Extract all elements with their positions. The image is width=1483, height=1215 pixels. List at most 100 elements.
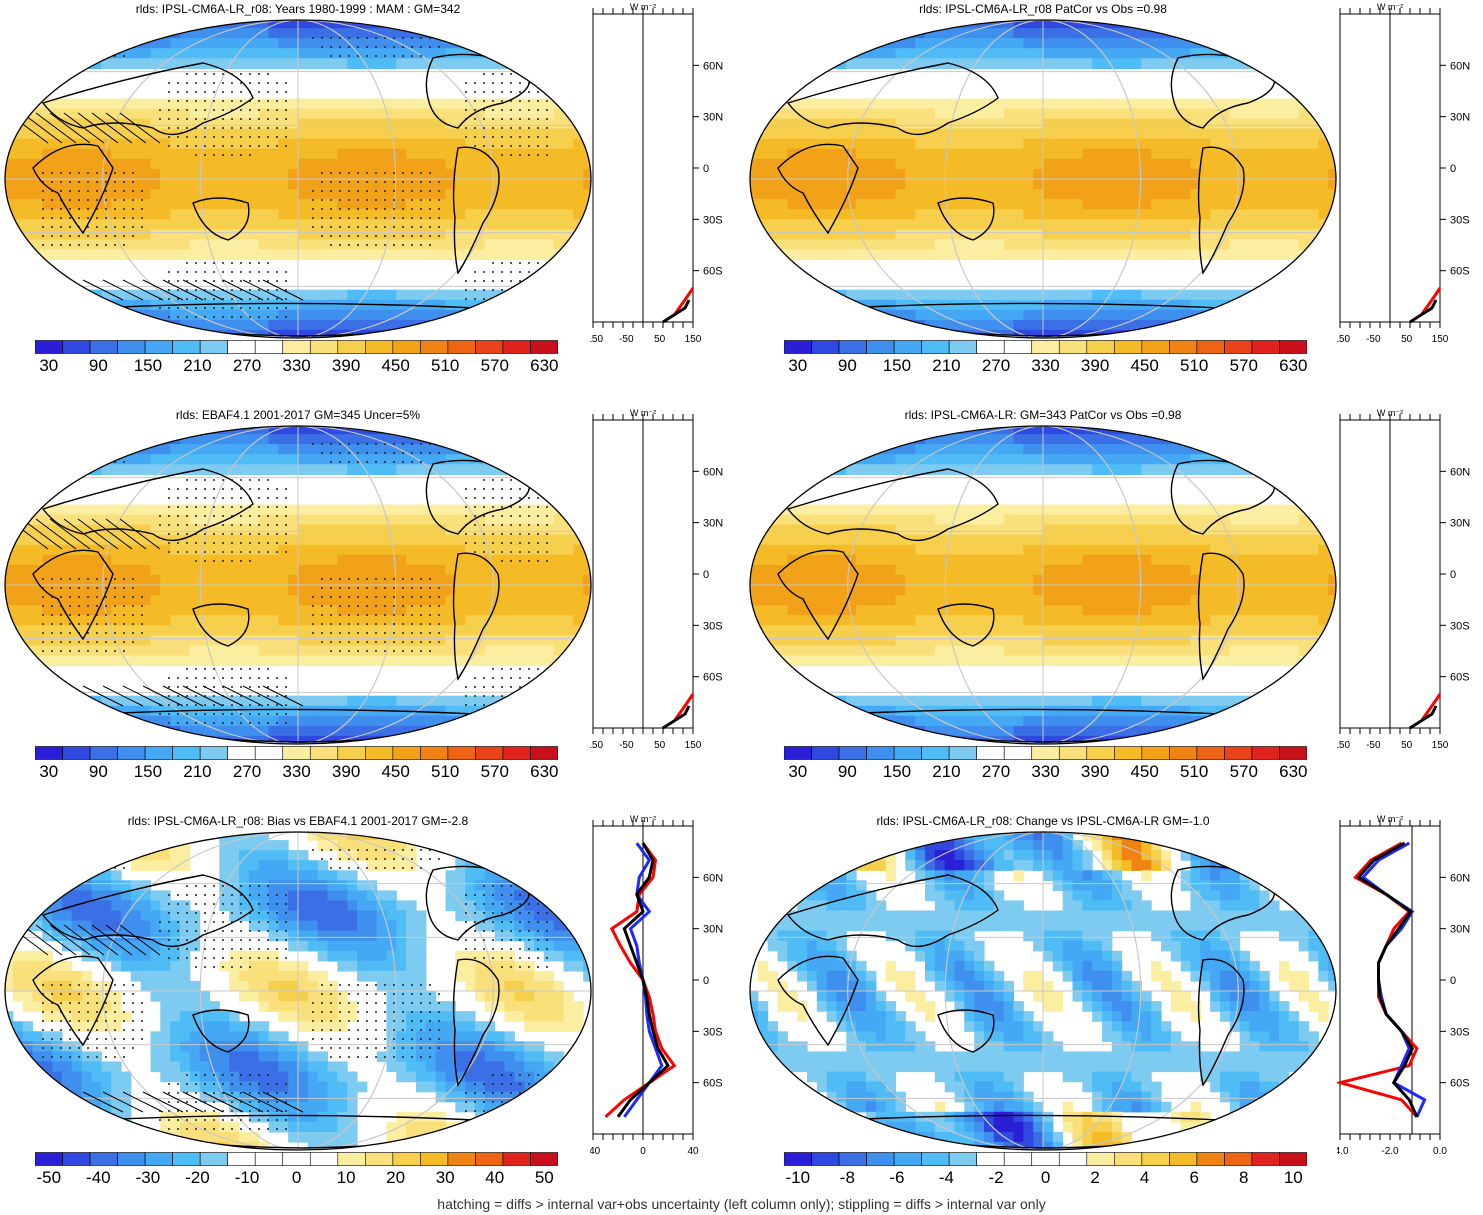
map-cell [199, 98, 211, 110]
map-cell [258, 249, 270, 261]
map-cell [435, 595, 447, 606]
map-cell [209, 514, 220, 526]
map-cell [22, 564, 34, 576]
map-cell [347, 655, 358, 667]
map-cell [425, 514, 437, 526]
map-cell [71, 289, 83, 301]
map-cell [475, 179, 486, 190]
map-cell [140, 148, 152, 160]
map-cell [170, 585, 181, 596]
map-cell [816, 108, 828, 120]
map-cell [905, 444, 916, 455]
map-cell [121, 534, 132, 546]
map-cell [1151, 48, 1162, 59]
map-cell [807, 209, 818, 220]
map-cell [140, 299, 152, 311]
map-cell [856, 209, 867, 220]
map-cell [22, 48, 34, 59]
map-cell [376, 48, 388, 59]
map-cell [170, 158, 181, 170]
map-cell [327, 319, 338, 331]
map-cell [140, 158, 152, 170]
map-cell [219, 209, 230, 220]
map-cell [357, 695, 368, 707]
map-cell [1161, 444, 1172, 455]
map-cell [298, 524, 309, 536]
map-cell [1229, 98, 1241, 110]
map-cell [455, 299, 466, 311]
map-cell [130, 249, 142, 261]
map-cell [1092, 199, 1103, 210]
map-cell [1161, 118, 1172, 130]
colorbar-box [254, 340, 284, 354]
map-cell [81, 574, 93, 586]
map-cell [357, 38, 368, 49]
map-cell [170, 138, 181, 150]
map-cell [248, 564, 260, 576]
map-cell [1229, 148, 1241, 160]
map-cell [258, 168, 270, 180]
map-cell [337, 309, 348, 321]
map-cell [974, 128, 985, 140]
map-cell [1161, 229, 1172, 240]
map-cell [1111, 289, 1123, 301]
map-cell [32, 38, 43, 49]
map-cell [416, 585, 427, 596]
map-cell [209, 554, 220, 566]
map-cell [514, 524, 525, 536]
map-cell [42, 585, 53, 596]
map-cell [160, 239, 171, 251]
map-cell [366, 574, 378, 586]
map-cell [219, 625, 230, 636]
map-cell [416, 426, 427, 435]
map-cell [199, 299, 211, 311]
map-cell [435, 585, 447, 596]
map-cell [895, 189, 906, 200]
map-cell [1072, 58, 1083, 69]
map-cell [524, 504, 535, 516]
map-cell [71, 249, 83, 261]
map-cell [5, 574, 14, 586]
map-cell [307, 544, 319, 556]
map-cell [150, 715, 161, 727]
map-cell [514, 168, 525, 180]
map-cell [239, 534, 250, 546]
map-cell [416, 199, 427, 210]
map-cell [298, 554, 309, 566]
map-cell [199, 454, 211, 465]
map-cell [42, 705, 53, 717]
map-cell [248, 199, 260, 210]
map-cell [1072, 299, 1083, 311]
map-cell [787, 38, 798, 49]
map-cell [846, 38, 857, 49]
map-cell [121, 426, 132, 435]
map-cell [826, 158, 838, 170]
map-cell [71, 179, 83, 190]
map-cell [5, 585, 14, 596]
map-cell [121, 574, 132, 586]
map-cell [327, 524, 338, 536]
map-cell [1200, 329, 1211, 338]
map-cell [543, 168, 555, 180]
map-cell [121, 585, 132, 596]
map-cell [875, 20, 887, 29]
map-cell [317, 534, 329, 546]
map-cell [816, 209, 828, 220]
map-cell [170, 725, 181, 737]
map-cell [219, 595, 230, 606]
map-cell [52, 58, 63, 69]
map-cell [1111, 229, 1123, 240]
map-cell [288, 329, 299, 338]
map-cell [484, 108, 496, 120]
map-cell [504, 585, 515, 596]
map-cell [1013, 58, 1024, 69]
map-cell [1180, 229, 1192, 240]
map-cell [71, 58, 83, 69]
graticule [750, 20, 1336, 338]
map-cell [258, 454, 270, 465]
map-cell [1308, 434, 1319, 445]
map-cell [895, 179, 906, 190]
map-cell [258, 444, 270, 455]
map-cell [32, 239, 43, 251]
